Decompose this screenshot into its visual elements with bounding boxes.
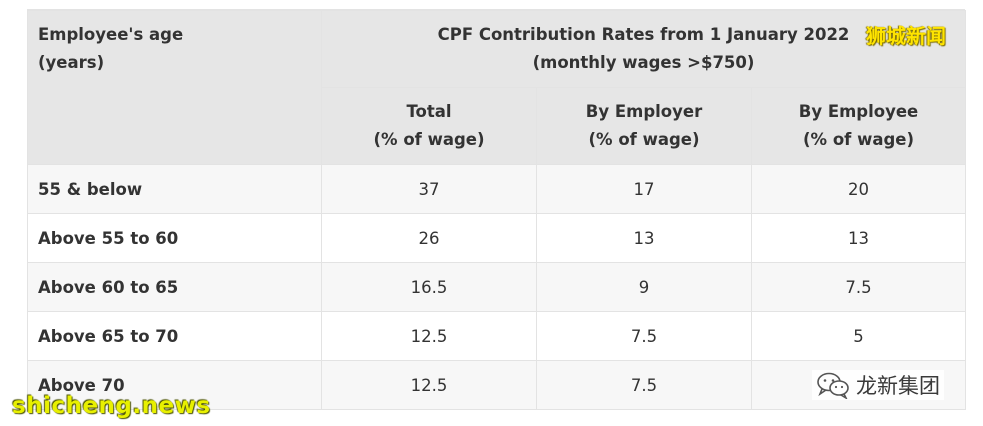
age-cell: Above 60 to 65 [27, 262, 322, 312]
watermark-top: 狮城新闻 [866, 24, 946, 48]
header-group-line1: CPF Contribution Rates from 1 January 20… [437, 25, 850, 44]
wechat-icon [817, 372, 849, 399]
employer-cell: 17 [536, 164, 752, 214]
cpf-rates-table-container: Employee's age (years) CPF Contribution … [27, 9, 967, 410]
header-group-line2: (monthly wages >$750) [532, 53, 755, 72]
total-cell: 37 [321, 164, 537, 214]
header-employer-line1: By Employer [585, 102, 703, 121]
employer-cell: 13 [536, 213, 752, 263]
table-row: 55 & below 37 17 20 [27, 164, 967, 214]
header-by-employer: By Employer (% of wage) [536, 87, 752, 165]
employer-cell: 9 [536, 262, 752, 312]
header-employer-line2: (% of wage) [588, 130, 700, 149]
watermark-bottom: shicheng.news [12, 393, 211, 419]
table-row: Above 70 12.5 7.5 [27, 360, 967, 410]
cpf-rates-table: Employee's age (years) CPF Contribution … [27, 10, 967, 410]
age-cell: 55 & below [27, 164, 322, 214]
header-contribution-rates: CPF Contribution Rates from 1 January 20… [320, 10, 967, 88]
table-row: Above 60 to 65 16.5 9 7.5 [27, 262, 967, 312]
total-cell: 12.5 [321, 311, 537, 361]
header-total-line1: Total [406, 102, 452, 121]
header-age-line1: Employee's age [38, 25, 184, 44]
header-total: Total (% of wage) [321, 87, 537, 165]
watermark-corp: 龙新集团 [812, 370, 944, 400]
header-total-line2: (% of wage) [373, 130, 485, 149]
watermark-corp-text: 龙新集团 [856, 374, 940, 398]
age-cell: Above 65 to 70 [27, 311, 322, 361]
employee-cell: 20 [750, 164, 967, 214]
age-cell: Above 55 to 60 [27, 213, 322, 263]
header-employee-line2: (% of wage) [803, 130, 915, 149]
header-employee-line1: By Employee [798, 102, 919, 121]
employer-cell: 7.5 [536, 311, 752, 361]
employer-cell: 7.5 [536, 360, 752, 410]
header-employee-age: Employee's age (years) [27, 10, 322, 165]
header-by-employee: By Employee (% of wage) [750, 87, 967, 165]
table-row: Above 55 to 60 26 13 13 [27, 213, 967, 263]
employee-cell: 13 [750, 213, 967, 263]
total-cell: 16.5 [321, 262, 537, 312]
employee-cell: 5 [750, 311, 967, 361]
table-row: Above 65 to 70 12.5 7.5 5 [27, 311, 967, 361]
header-age-line2: (years) [38, 53, 105, 72]
employee-cell: 7.5 [750, 262, 967, 312]
total-cell: 12.5 [321, 360, 537, 410]
age-cell: Above 70 [27, 360, 322, 410]
total-cell: 26 [321, 213, 537, 263]
